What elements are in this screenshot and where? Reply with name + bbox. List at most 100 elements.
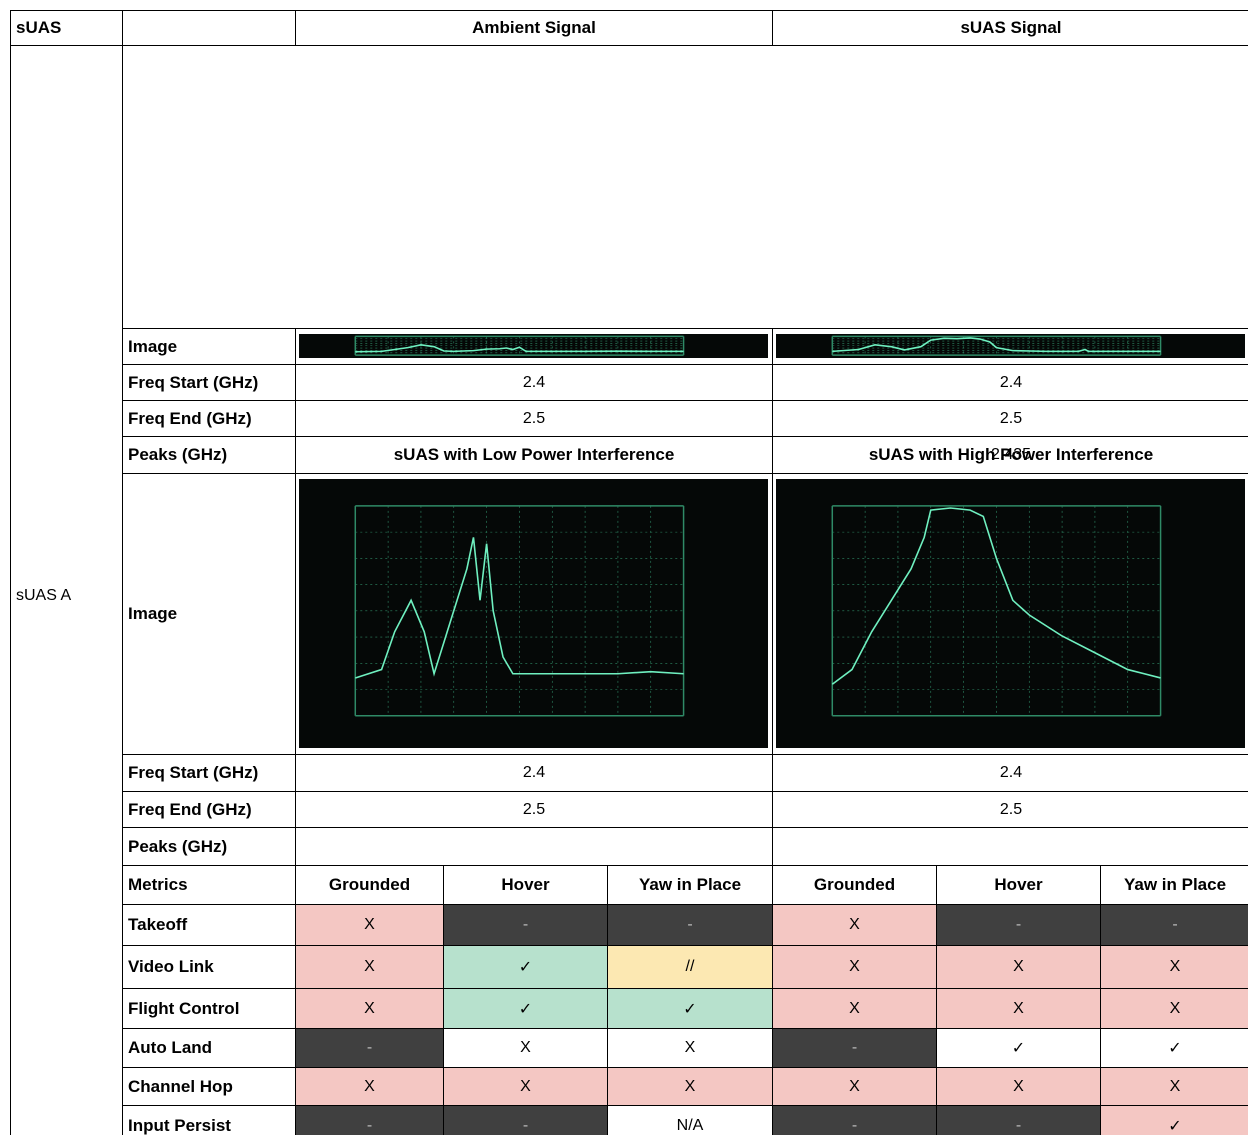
metric-cell-text: X (849, 1077, 860, 1095)
row-label-text: Freq End (GHz) (128, 799, 252, 819)
row-label: Freq Start (GHz) (122, 754, 296, 792)
metric-label-text: Channel Hop (128, 1076, 233, 1096)
header-cell (122, 10, 296, 46)
metric-cell: X (936, 1067, 1101, 1106)
metric-cell-text: ✓ (1011, 1040, 1026, 1057)
value-cell: 2.4 (772, 364, 1248, 401)
metric-cell-text: // (685, 958, 695, 975)
row-label: Freq End (GHz) (122, 400, 296, 437)
metric-cell-text: X (1169, 1077, 1181, 1095)
metric-cell: N/A (607, 1105, 773, 1135)
metric-cell-text: ✓ (1168, 1040, 1182, 1057)
metric-column: Grounded (295, 865, 444, 905)
subheader-cell: sUAS with Low Power Interference (295, 436, 773, 474)
metric-cell-text: X (1169, 958, 1181, 975)
metric-cell-text: ✓ (1168, 1117, 1182, 1135)
metric-cell: X (295, 988, 444, 1029)
metric-cell: X (772, 904, 937, 946)
subheader-cell-text: sUAS with High Power Interference (868, 445, 1154, 464)
value-cell: 2.4 (772, 754, 1248, 792)
row-label: Freq End (GHz) (122, 791, 296, 828)
metric-cell-text: X (364, 999, 375, 1017)
metric-cell: X (772, 1067, 937, 1106)
metric-cell: ✓ (443, 945, 608, 989)
metric-cell: - (443, 904, 608, 946)
metric-cell-text: X (1169, 999, 1181, 1017)
spectrum-image (776, 479, 1245, 748)
metric-column-text: Hover (501, 875, 550, 894)
metric-column: Hover (936, 865, 1101, 905)
metric-column-text: Grounded (328, 875, 411, 894)
value-cell-text: 2.4 (522, 764, 546, 781)
metric-column-text: Hover (994, 875, 1043, 894)
metric-column-text: Grounded (813, 875, 896, 894)
row-label-text: Image (128, 604, 178, 623)
header-cell-text: sUAS (16, 18, 62, 37)
metric-cell: - (1100, 904, 1248, 946)
metric-cell-text: ✓ (683, 1000, 697, 1018)
metric-cell: - (936, 904, 1101, 946)
row-label: Image (122, 473, 296, 755)
metric-cell-text: ✓ (518, 1000, 533, 1018)
metric-cell-text: - (522, 1116, 529, 1134)
metric-cell-text: X (849, 916, 860, 933)
value-cell: 2.5 (772, 400, 1248, 437)
metric-cell: - (607, 904, 773, 946)
value-cell: 2.4 (295, 364, 773, 401)
metric-label-text: Takeoff (128, 915, 188, 934)
row-label: Image (122, 328, 296, 365)
metric-cell: X (936, 988, 1101, 1029)
header-cell-text: sUAS Signal (960, 18, 1062, 37)
value-cell: 2.5 (295, 791, 773, 828)
metric-cell: - (936, 1105, 1101, 1135)
subheader-cell-text: sUAS with Low Power Interference (393, 445, 675, 464)
metric-cell: X (607, 1028, 773, 1068)
metric-cell: - (295, 1105, 444, 1135)
suas-name-text: sUAS A (16, 586, 72, 604)
header-cell: Ambient Signal (295, 10, 773, 46)
metric-cell: X (772, 988, 937, 1029)
metric-cell: X (936, 945, 1101, 989)
metric-column: Hover (443, 865, 608, 905)
metrics-label: Metrics (122, 865, 296, 905)
suas-name: sUAS A (10, 45, 123, 1135)
metric-label: Auto Land (122, 1028, 296, 1068)
metric-cell-text: - (522, 916, 529, 933)
metric-cell: X (295, 945, 444, 989)
metric-label-text: Input Persist (128, 1115, 231, 1135)
metric-cell: ✓ (1100, 1105, 1248, 1135)
metric-label: Video Link (122, 945, 296, 989)
row-label-text: Image (128, 336, 178, 356)
metric-cell-text: - (366, 1039, 373, 1056)
spectrum-image (776, 334, 1245, 358)
metric-cell-text: X (849, 999, 860, 1017)
metric-cell: ✓ (607, 988, 773, 1029)
header-cell-text: Ambient Signal (472, 18, 596, 37)
metric-cell-text: - (687, 916, 693, 933)
metric-cell-text: X (364, 958, 375, 975)
metric-cell-text: X (520, 1077, 531, 1095)
metric-label: Channel Hop (122, 1067, 296, 1106)
metric-cell: X (1100, 945, 1248, 989)
metric-cell-text: X (520, 1039, 531, 1056)
value-cell-text: 2.4 (522, 373, 546, 391)
metric-label-text: Video Link (128, 957, 214, 976)
spectrum-image (299, 479, 768, 748)
metric-cell: - (772, 1028, 937, 1068)
value-cell-text: 2.435 (990, 446, 1032, 463)
metric-cell-text: - (366, 1116, 373, 1134)
metric-cell: - (443, 1105, 608, 1135)
metric-column: Grounded (772, 865, 937, 905)
metric-cell: X (443, 1067, 608, 1106)
metric-label: Takeoff (122, 904, 296, 946)
metric-cell-text: - (1015, 1116, 1022, 1134)
value-cell-text: 2.5 (522, 800, 546, 818)
row-label-text: Freq End (GHz) (128, 408, 252, 428)
metric-cell-text: - (851, 1039, 858, 1056)
metric-cell: - (772, 1105, 937, 1135)
metric-cell: X (295, 904, 444, 946)
metric-cell: // (607, 945, 773, 989)
metric-cell-text: X (364, 916, 375, 933)
value-cell (295, 827, 773, 866)
